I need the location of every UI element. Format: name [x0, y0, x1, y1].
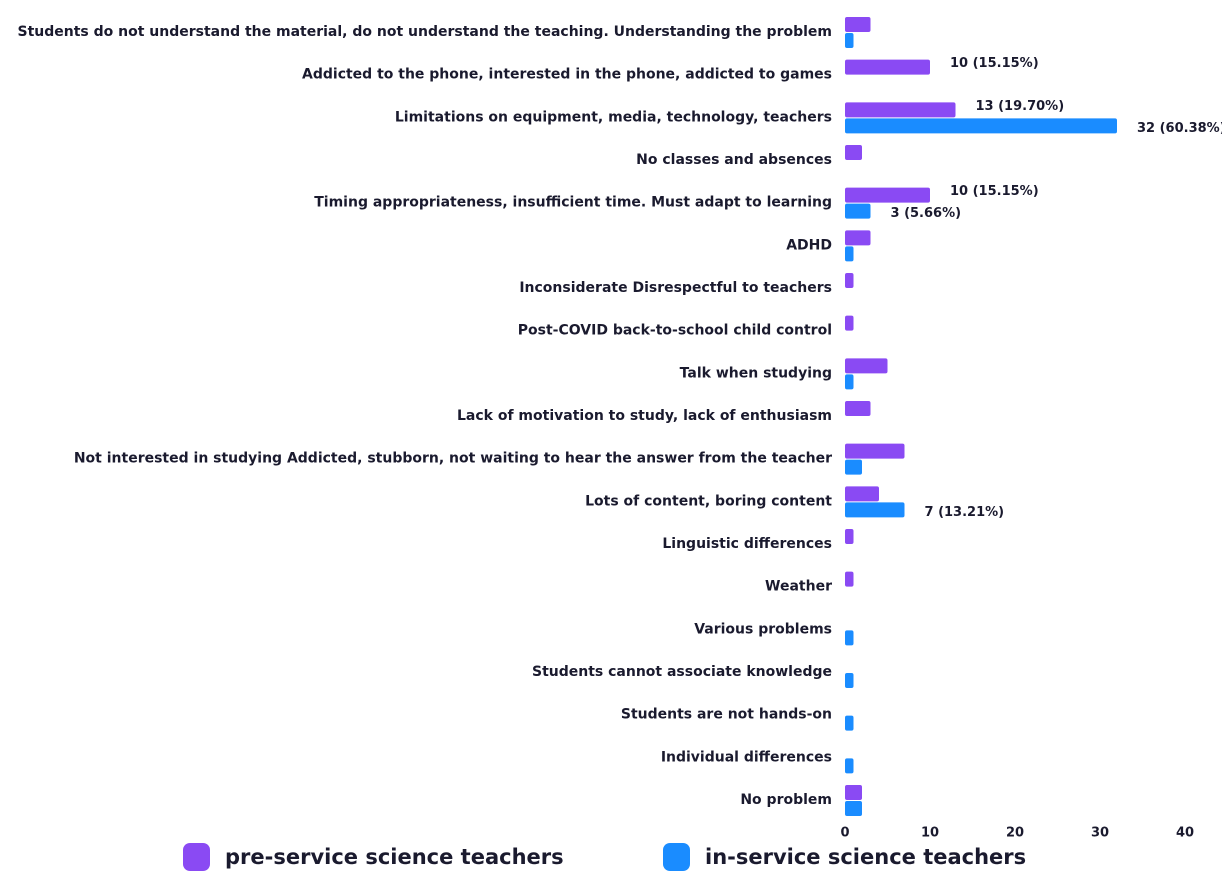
- bar: [845, 246, 854, 262]
- bar: [845, 502, 905, 518]
- x-tick-label: 20: [1006, 826, 1024, 841]
- bar: [845, 17, 871, 32]
- bar: [845, 715, 854, 731]
- category-label: Timing appropriateness, insufficient tim…: [314, 195, 832, 211]
- category-label: Various problems: [694, 621, 832, 637]
- bar: [845, 230, 871, 246]
- category-label: Lack of motivation to study, lack of ent…: [457, 408, 832, 424]
- legend-label: in-service science teachers: [705, 845, 1026, 869]
- bar: [845, 529, 854, 544]
- bar: [845, 374, 854, 390]
- bar: [845, 315, 854, 331]
- category-label: Inconsiderate Disrespectful to teachers: [519, 280, 832, 296]
- value-label: 32 (60.38%): [1137, 121, 1222, 136]
- bar: [845, 673, 854, 688]
- category-label: No problem: [740, 792, 832, 808]
- category-label: Individual differences: [661, 749, 832, 765]
- bar: [845, 118, 1117, 134]
- category-label: Limitations on equipment, media, technol…: [395, 109, 832, 125]
- bar: [845, 571, 854, 587]
- category-label: Not interested in studying Addicted, stu…: [74, 451, 832, 467]
- bar: [845, 187, 930, 203]
- value-label: 10 (15.15%): [950, 184, 1039, 199]
- bar: [845, 801, 862, 816]
- bar: [845, 273, 854, 288]
- bar: [845, 486, 879, 502]
- x-tick-label: 10: [921, 826, 939, 841]
- bar: [845, 102, 956, 118]
- bar: [845, 33, 854, 48]
- bar: [845, 630, 854, 646]
- category-label: Linguistic differences: [662, 536, 832, 552]
- category-label: Post-COVID back-to-school child control: [518, 323, 832, 339]
- bar: [845, 358, 888, 374]
- x-tick-label: 30: [1091, 826, 1109, 841]
- bar: [845, 145, 862, 160]
- category-label: Students do not understand the material,…: [18, 24, 833, 40]
- legend-label: pre-service science teachers: [225, 845, 564, 869]
- legend-swatch: [663, 843, 690, 871]
- bar: [845, 401, 871, 416]
- category-label: Weather: [765, 579, 832, 595]
- bar: [845, 59, 930, 75]
- value-label: 13 (19.70%): [976, 99, 1065, 114]
- x-tick-label: 0: [840, 826, 849, 841]
- bar: [845, 459, 862, 475]
- bar: [845, 785, 862, 800]
- bar: [845, 758, 854, 774]
- category-label: Lots of content, boring content: [585, 493, 832, 509]
- value-label: 3 (5.66%): [891, 206, 962, 221]
- value-label: 7 (13.21%): [925, 505, 1005, 520]
- x-tick-label: 40: [1176, 826, 1194, 841]
- category-label: Students are not hands-on: [621, 707, 832, 723]
- category-label: ADHD: [786, 237, 832, 253]
- value-label: 10 (15.15%): [950, 56, 1039, 71]
- legend-swatch: [183, 843, 210, 871]
- category-label: Talk when studying: [680, 365, 832, 381]
- bar: [845, 203, 871, 219]
- bar: [845, 443, 905, 459]
- category-label: Students cannot associate knowledge: [532, 664, 832, 680]
- category-label: Addicted to the phone, interested in the…: [302, 67, 832, 83]
- category-label: No classes and absences: [636, 152, 832, 168]
